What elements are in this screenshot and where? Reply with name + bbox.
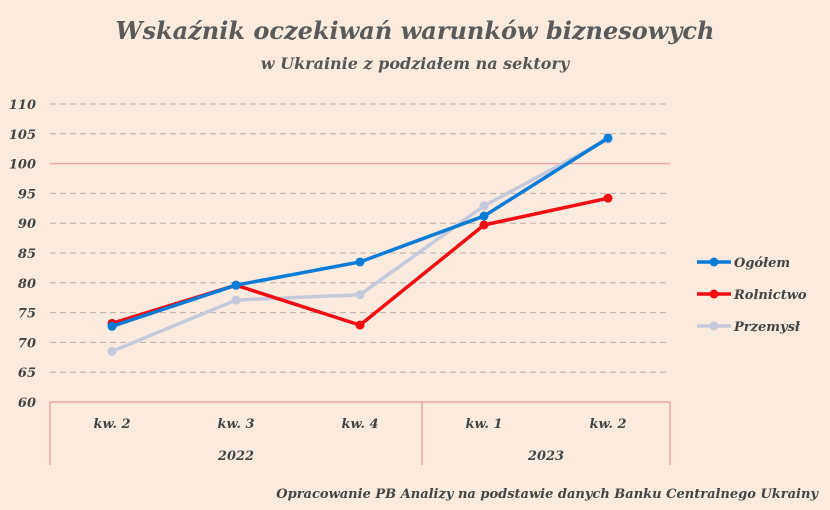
y-tick-label: 75 <box>18 307 36 322</box>
y-tick-label: 95 <box>18 187 36 202</box>
x-tick-label: kw. 2 <box>94 417 131 432</box>
group-label: 2023 <box>527 449 564 464</box>
legend-label: Rolnictwo <box>733 288 807 303</box>
data-point <box>107 346 117 356</box>
x-tick-label: kw. 3 <box>218 417 255 432</box>
data-point <box>107 321 117 331</box>
legend-label: Ogółem <box>734 256 790 271</box>
group-label: 2022 <box>217 449 254 464</box>
chart-title: Wskaźnik oczekiwań warunków biznesowych <box>115 16 715 45</box>
y-tick-label: 110 <box>9 98 36 113</box>
legend-marker <box>709 289 719 299</box>
y-tick-label: 80 <box>18 277 36 292</box>
y-tick-label: 70 <box>18 336 36 351</box>
data-point <box>355 320 365 330</box>
data-point <box>603 133 613 143</box>
data-point <box>479 211 489 221</box>
data-point <box>355 290 365 300</box>
y-tick-label: 90 <box>18 217 36 232</box>
x-tick-label: kw. 1 <box>466 417 503 432</box>
data-point <box>479 201 489 211</box>
x-tick-label: kw. 2 <box>590 417 627 432</box>
data-point <box>231 280 241 290</box>
y-tick-label: 65 <box>18 366 36 381</box>
chart-subtitle: w Ukrainie z podziałem na sektory <box>260 54 570 73</box>
y-tick-label: 60 <box>18 396 36 411</box>
legend-label: Przemysł <box>733 320 801 335</box>
legend-marker <box>709 257 719 267</box>
data-point <box>603 193 613 203</box>
y-tick-label: 100 <box>9 158 36 173</box>
series-line-Przemysł <box>111 137 609 353</box>
y-tick-label: 85 <box>18 247 36 262</box>
source-note: Opracowanie PB Analizy na podstawie dany… <box>276 487 818 502</box>
data-point <box>355 257 365 267</box>
x-tick-label: kw. 4 <box>342 417 379 432</box>
data-point <box>479 220 489 230</box>
legend-marker <box>709 321 719 331</box>
y-tick-label: 105 <box>9 128 36 143</box>
data-point <box>231 295 241 305</box>
